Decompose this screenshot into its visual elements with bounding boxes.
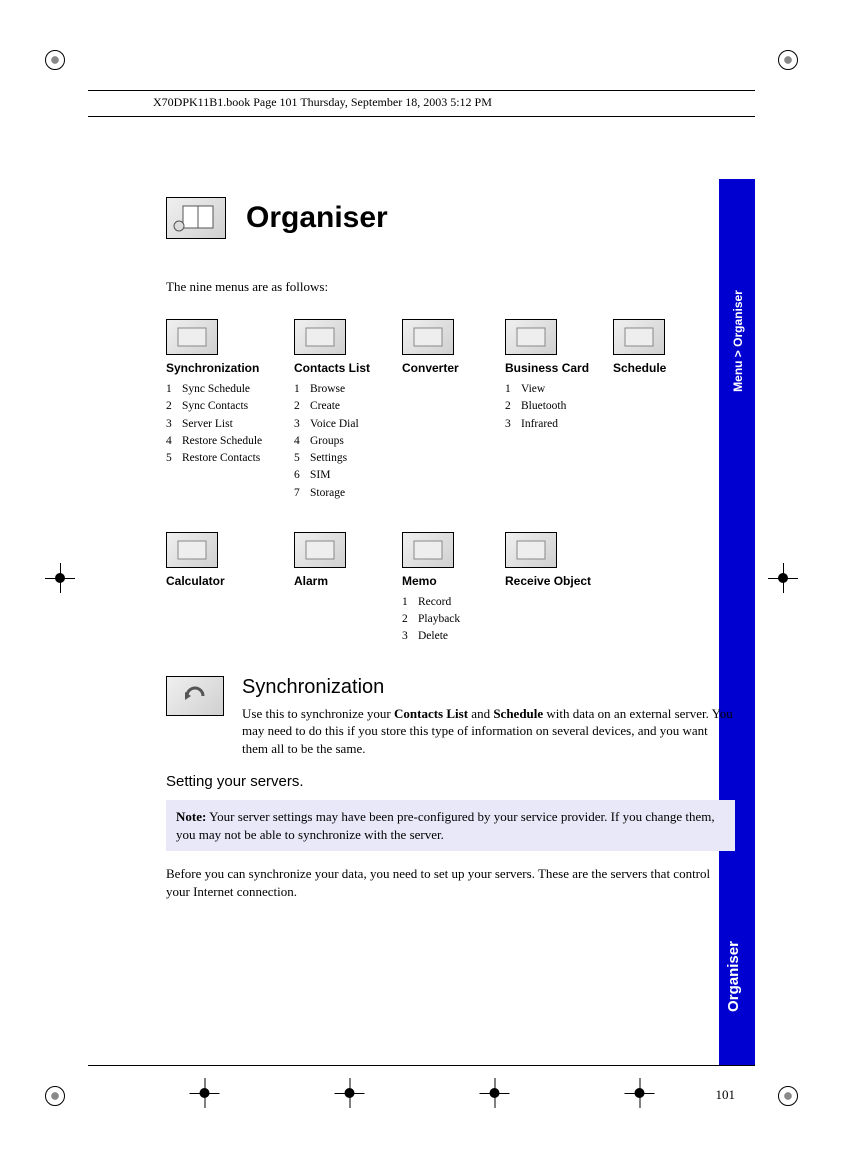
menu-grid-row1: Synchronization 1Sync Schedule2Sync Conta… — [166, 319, 735, 502]
menu-list: 1Browse2Create3Voice Dial4Groups5Setting… — [294, 381, 394, 502]
menu-item: 3Server List — [166, 416, 286, 433]
menu-title: Memo — [402, 574, 497, 588]
menu-column: Synchronization 1Sync Schedule2Sync Conta… — [166, 319, 286, 502]
page-frame: X70DPK11B1.book Page 101 Thursday, Septe… — [88, 90, 755, 1066]
note-box: Note: Your server settings may have been… — [166, 800, 735, 851]
menu-item: 1Browse — [294, 381, 394, 398]
menu-item: 2Playback — [402, 611, 497, 628]
menu-column: Business Card 1View2Bluetooth3Infrared — [505, 319, 605, 502]
menu-column: Converter — [402, 319, 497, 502]
menu-grid-row2: Calculator Alarm Memo 1Record2Playback3Dele… — [166, 532, 735, 646]
menu-title: Business Card — [505, 361, 605, 375]
menu-title: Receive Object — [505, 574, 605, 588]
subheading: Setting your servers. — [166, 773, 735, 790]
crop-mark — [35, 1076, 75, 1116]
menu-title: Contacts List — [294, 361, 394, 375]
menu-item: 7Storage — [294, 485, 394, 502]
register-mark — [768, 563, 798, 593]
menu-item: 2Sync Contacts — [166, 398, 286, 415]
sync-heading: Synchronization — [242, 676, 735, 699]
sync-icon — [166, 676, 224, 716]
menu-title: Calculator — [166, 574, 286, 588]
menu-column: Memo 1Record2Playback3Delete — [402, 532, 497, 646]
menu-title: Alarm — [294, 574, 394, 588]
menu-item: 3Voice Dial — [294, 416, 394, 433]
crop-mark — [768, 1076, 808, 1116]
menu-item: 5Settings — [294, 450, 394, 467]
register-mark — [45, 563, 75, 593]
menu-item: 1View — [505, 381, 605, 398]
sync-section: Synchronization Use this to synchronize … — [166, 676, 735, 758]
menu-column: Calculator — [166, 532, 286, 646]
page-number: 101 — [716, 1087, 736, 1103]
menu-item: 3Infrared — [505, 416, 605, 433]
page-header: X70DPK11B1.book Page 101 Thursday, Septe… — [88, 91, 755, 117]
menu-item: 4Groups — [294, 433, 394, 450]
menu-column: Alarm — [294, 532, 394, 646]
menu-column: Schedule — [613, 319, 693, 502]
menu-title: Converter — [402, 361, 497, 375]
menu-title: Synchronization — [166, 361, 286, 375]
menu-item: 1Sync Schedule — [166, 381, 286, 398]
menu-item: 2Create — [294, 398, 394, 415]
section-label: Organiser — [725, 941, 742, 1012]
menu-list: 1Sync Schedule2Sync Contacts3Server List… — [166, 381, 286, 467]
menu-icon — [613, 319, 665, 355]
menu-icon — [294, 532, 346, 568]
menu-list: 1Record2Playback3Delete — [402, 594, 497, 646]
menu-icon — [294, 319, 346, 355]
menu-icon — [505, 532, 557, 568]
menu-icon — [402, 532, 454, 568]
page-title: Organiser — [246, 201, 388, 235]
menu-icon — [402, 319, 454, 355]
menu-item: 4Restore Schedule — [166, 433, 286, 450]
menu-item: 2Bluetooth — [505, 398, 605, 415]
body-text: Before you can synchronize your data, yo… — [166, 865, 735, 900]
menu-icon — [166, 532, 218, 568]
menu-item: 3Delete — [402, 628, 497, 645]
register-marks-row — [189, 1078, 654, 1108]
menu-item: 6SIM — [294, 467, 394, 484]
menu-item: 1Record — [402, 594, 497, 611]
crop-mark — [768, 40, 808, 80]
title-row: Organiser — [166, 197, 735, 239]
crop-mark — [35, 40, 75, 80]
menu-icon — [166, 319, 218, 355]
menu-title: Schedule — [613, 361, 693, 375]
content: Organiser The nine menus are as follows:… — [88, 117, 755, 900]
menu-list: 1View2Bluetooth3Infrared — [505, 381, 605, 433]
organiser-icon — [166, 197, 226, 239]
intro-text: The nine menus are as follows: — [166, 279, 735, 295]
sync-paragraph: Use this to synchronize your Contacts Li… — [242, 705, 735, 758]
menu-column: Receive Object — [505, 532, 605, 646]
menu-item: 5Restore Contacts — [166, 450, 286, 467]
menu-icon — [505, 319, 557, 355]
menu-column: Contacts List 1Browse2Create3Voice Dial4G… — [294, 319, 394, 502]
